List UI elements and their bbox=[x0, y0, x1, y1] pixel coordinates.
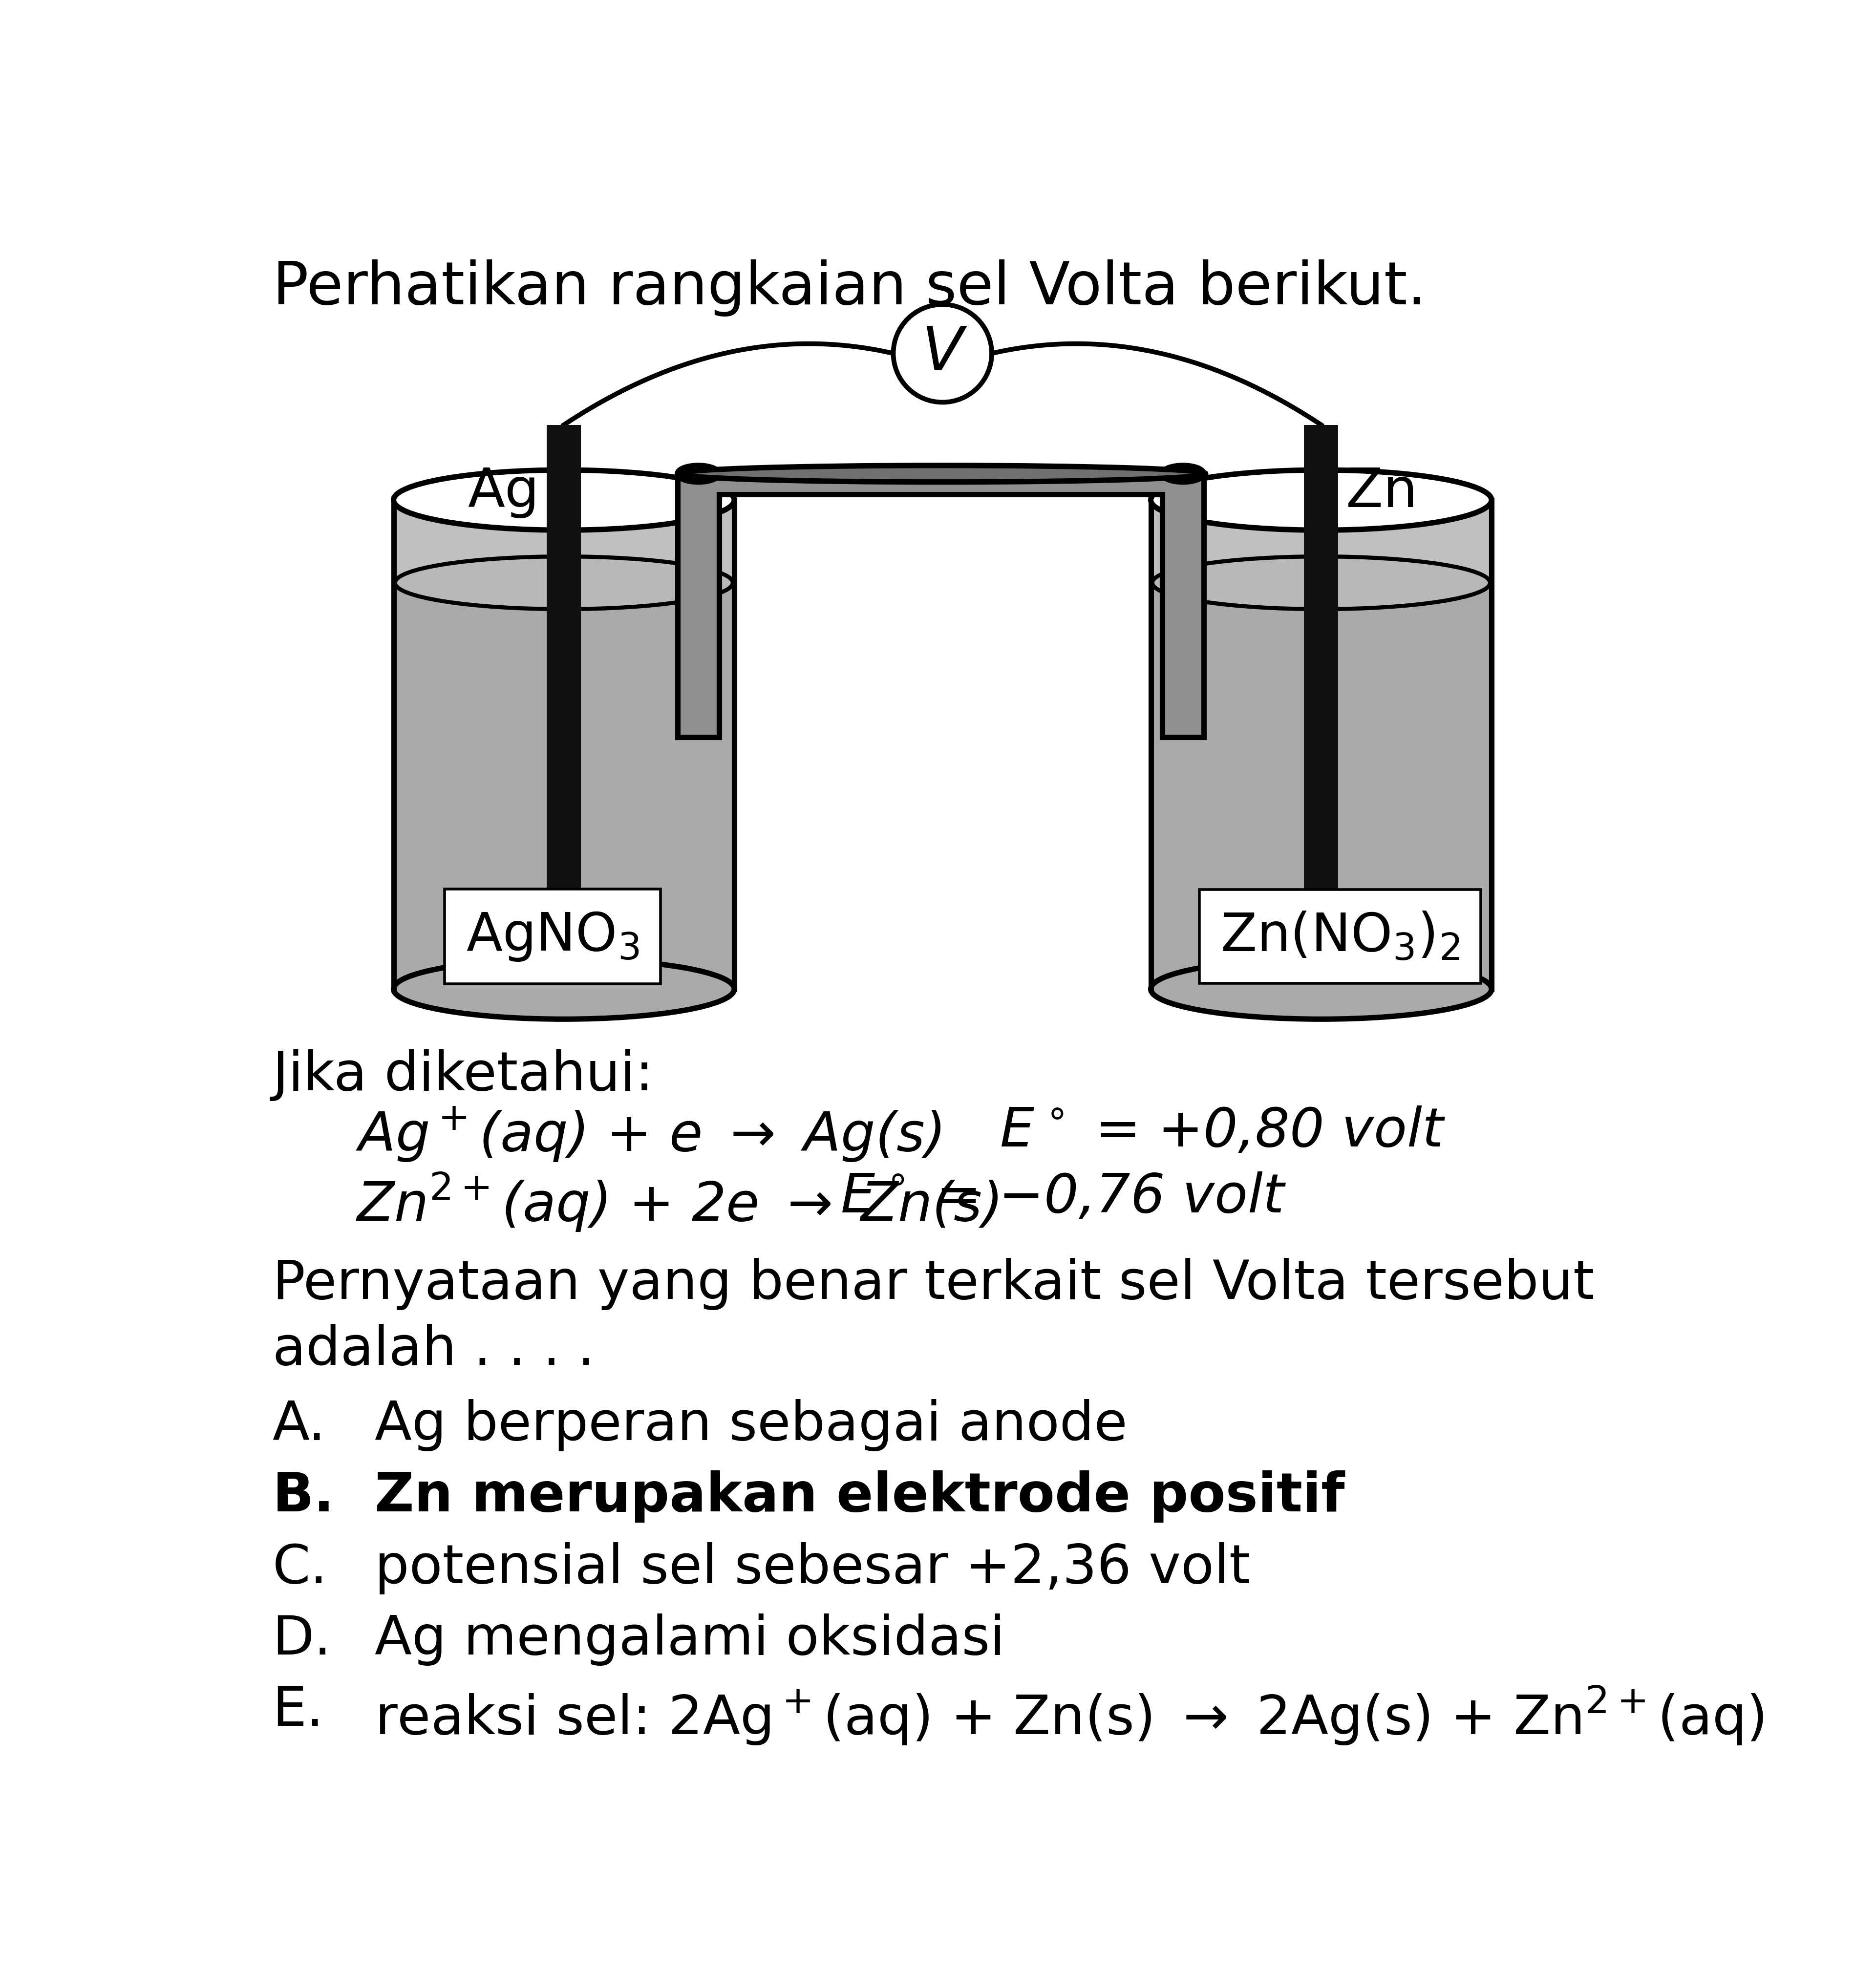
Text: Pernyataan yang benar terkait sel Volta tersebut: Pernyataan yang benar terkait sel Volta … bbox=[272, 1259, 1595, 1310]
Ellipse shape bbox=[1152, 961, 1490, 1018]
Polygon shape bbox=[677, 474, 1204, 738]
Text: Zn merupakan elektrode positif: Zn merupakan elektrode positif bbox=[375, 1470, 1345, 1523]
Text: $E^\circ$ = +0,80 volt: $E^\circ$ = +0,80 volt bbox=[1000, 1105, 1446, 1158]
Bar bbox=[1150, 499, 1491, 988]
Ellipse shape bbox=[1152, 556, 1490, 610]
Bar bbox=[1152, 582, 1490, 988]
Text: D.: D. bbox=[272, 1614, 332, 1665]
Text: V: V bbox=[921, 324, 964, 383]
Text: Zn: Zn bbox=[1345, 466, 1418, 519]
Text: C.: C. bbox=[272, 1543, 328, 1594]
Text: Ag: Ag bbox=[467, 466, 538, 519]
Bar bbox=[396, 582, 734, 988]
Ellipse shape bbox=[396, 556, 734, 610]
Text: potensial sel sebesar +2,36 volt: potensial sel sebesar +2,36 volt bbox=[375, 1543, 1249, 1594]
Text: $E^\circ$ = $-$0,76 volt: $E^\circ$ = $-$0,76 volt bbox=[840, 1172, 1287, 1223]
Text: AgNO$_3$: AgNO$_3$ bbox=[465, 910, 640, 963]
Ellipse shape bbox=[394, 959, 734, 1020]
Text: adalah . . . .: adalah . . . . bbox=[272, 1324, 595, 1375]
Bar bbox=[548, 424, 582, 896]
Text: Jika diketahui:: Jika diketahui: bbox=[272, 1050, 655, 1101]
Text: Zn$^{2+}$(aq) + 2e $\rightarrow$ Zn(s): Zn$^{2+}$(aq) + 2e $\rightarrow$ Zn(s) bbox=[356, 1172, 998, 1235]
Ellipse shape bbox=[1150, 470, 1491, 531]
Bar bbox=[1304, 424, 1338, 896]
Ellipse shape bbox=[677, 466, 719, 481]
Text: A.: A. bbox=[272, 1399, 326, 1452]
Text: B.: B. bbox=[272, 1470, 334, 1523]
Ellipse shape bbox=[679, 466, 1206, 481]
Text: Perhatikan rangkaian sel Volta berikut.: Perhatikan rangkaian sel Volta berikut. bbox=[272, 258, 1426, 316]
Text: reaksi sel: 2Ag$^+$(aq) + Zn(s) $\rightarrow$ 2Ag(s) + Zn$^{2+}$(aq): reaksi sel: 2Ag$^+$(aq) + Zn(s) $\righta… bbox=[375, 1685, 1763, 1748]
Text: E.: E. bbox=[272, 1685, 325, 1736]
Text: Ag mengalami oksidasi: Ag mengalami oksidasi bbox=[375, 1614, 1006, 1665]
Circle shape bbox=[893, 304, 992, 402]
Ellipse shape bbox=[394, 470, 734, 531]
Text: Ag berperan sebagai anode: Ag berperan sebagai anode bbox=[375, 1399, 1127, 1452]
Ellipse shape bbox=[396, 961, 734, 1018]
Text: Zn(NO$_3$)$_2$: Zn(NO$_3$)$_2$ bbox=[1221, 910, 1460, 963]
Text: Ag$^+$(aq) + e $\rightarrow$ Ag(s): Ag$^+$(aq) + e $\rightarrow$ Ag(s) bbox=[356, 1105, 942, 1164]
Ellipse shape bbox=[1150, 959, 1491, 1020]
Bar bbox=[394, 499, 734, 988]
Ellipse shape bbox=[1161, 466, 1204, 481]
